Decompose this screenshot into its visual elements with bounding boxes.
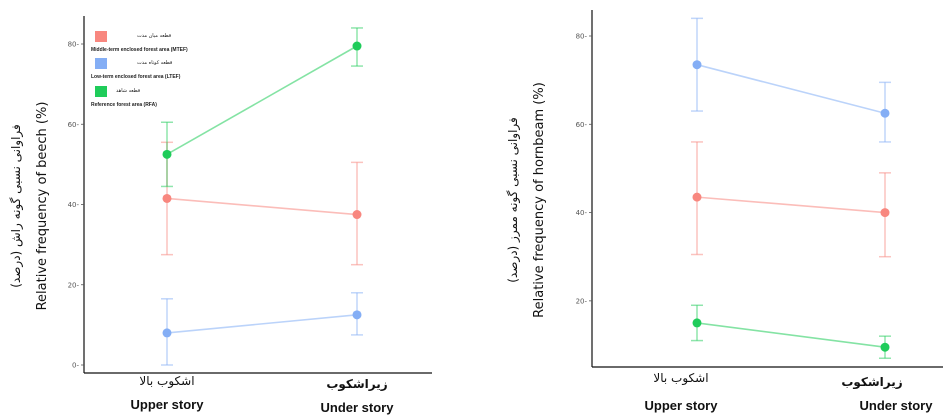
legend-swatch-rfa [95, 86, 107, 97]
hornbeam-point-mtef [692, 192, 702, 202]
legend-label-mtef: Middle-term enclosed forest area (MTEF) [91, 47, 188, 53]
legend-label-rfa: Reference forest area (RFA) [91, 102, 157, 108]
hornbeam-y-ticks: 20- 40- 60- 80- [576, 33, 592, 305]
legend-label-ltef: Low-term enclosed forest area (LTEF) [91, 74, 181, 80]
beech-y-ticks: 0- 20- 40- 60- 80- [68, 41, 84, 370]
beech-ylabel-fa: فراوانی نسبی گونه راش (درصد) [9, 124, 24, 288]
legend-label-fa-mtef: قطعه میان مدت [137, 33, 172, 39]
hornbeam-point-rfa [692, 318, 702, 328]
legend-label-fa-rfa: قطعه شاهد [116, 88, 141, 94]
hornbeam-panel: فراوانی نسبی گونه ممرز (درصد) Relative f… [506, 10, 943, 413]
hornbeam-category-upper-fa: اشکوب بالا [653, 371, 708, 386]
beech-y-tick-label: 0- [72, 362, 79, 370]
beech-category-upper-fa: اشکوب بالا [139, 374, 194, 389]
beech-point-mtef [352, 210, 362, 220]
hornbeam-ylabel: Relative frequency of hornbeam (%) [532, 82, 547, 318]
beech-y-tick-label: 60- [68, 121, 80, 129]
legend-label-fa-ltef: قطعه کوتاه مدت [137, 60, 173, 66]
hornbeam-point-rfa [880, 342, 890, 352]
beech-legend: قطعه میان مدت Middle-term enclosed fores… [91, 31, 188, 108]
beech-series-line-rfa [166, 45, 358, 156]
beech-y-tick-label: 20- [68, 281, 80, 289]
hornbeam-y-tick-label: 40- [576, 209, 588, 217]
beech-series-line-ltef [166, 314, 358, 334]
beech-panel: فراوانی نسبی گونه راش (درصد) Relative fr… [9, 16, 432, 415]
beech-series-line-mtef [166, 197, 358, 216]
beech-category-under: Under story [321, 400, 395, 415]
beech-marks [161, 27, 363, 366]
beech-category-upper: Upper story [131, 397, 205, 412]
hornbeam-ylabel-fa: فراوانی نسبی گونه ممرز (درصد) [506, 117, 521, 283]
hornbeam-category-under: Under story [860, 398, 934, 413]
beech-point-ltef [352, 310, 362, 320]
hornbeam-y-tick-label: 80- [576, 33, 588, 41]
hornbeam-point-ltef [692, 60, 702, 70]
beech-ylabel: Relative frequency of beech (%) [35, 102, 50, 311]
beech-category-under-fa: زیراشکوب [326, 377, 387, 392]
hornbeam-category-under-fa: زیراشکوب [841, 375, 902, 390]
hornbeam-y-tick-label: 20- [576, 297, 588, 305]
hornbeam-point-ltef [880, 108, 890, 118]
hornbeam-series-line-ltef [696, 63, 886, 115]
hornbeam-series-line-rfa [696, 322, 886, 349]
beech-y-tick-label: 80- [68, 41, 80, 49]
beech-y-tick-label: 40- [68, 201, 80, 209]
beech-point-ltef [162, 328, 172, 338]
legend-swatch-ltef [95, 58, 107, 69]
hornbeam-point-mtef [880, 208, 890, 218]
hornbeam-marks [691, 17, 891, 359]
hornbeam-category-upper: Upper story [645, 398, 719, 413]
hornbeam-series-line-mtef [696, 196, 886, 214]
hornbeam-y-tick-label: 60- [576, 121, 588, 129]
beech-point-rfa [162, 149, 172, 159]
beech-point-mtef [162, 193, 172, 203]
beech-point-rfa [352, 41, 362, 51]
legend-swatch-mtef [95, 31, 107, 42]
